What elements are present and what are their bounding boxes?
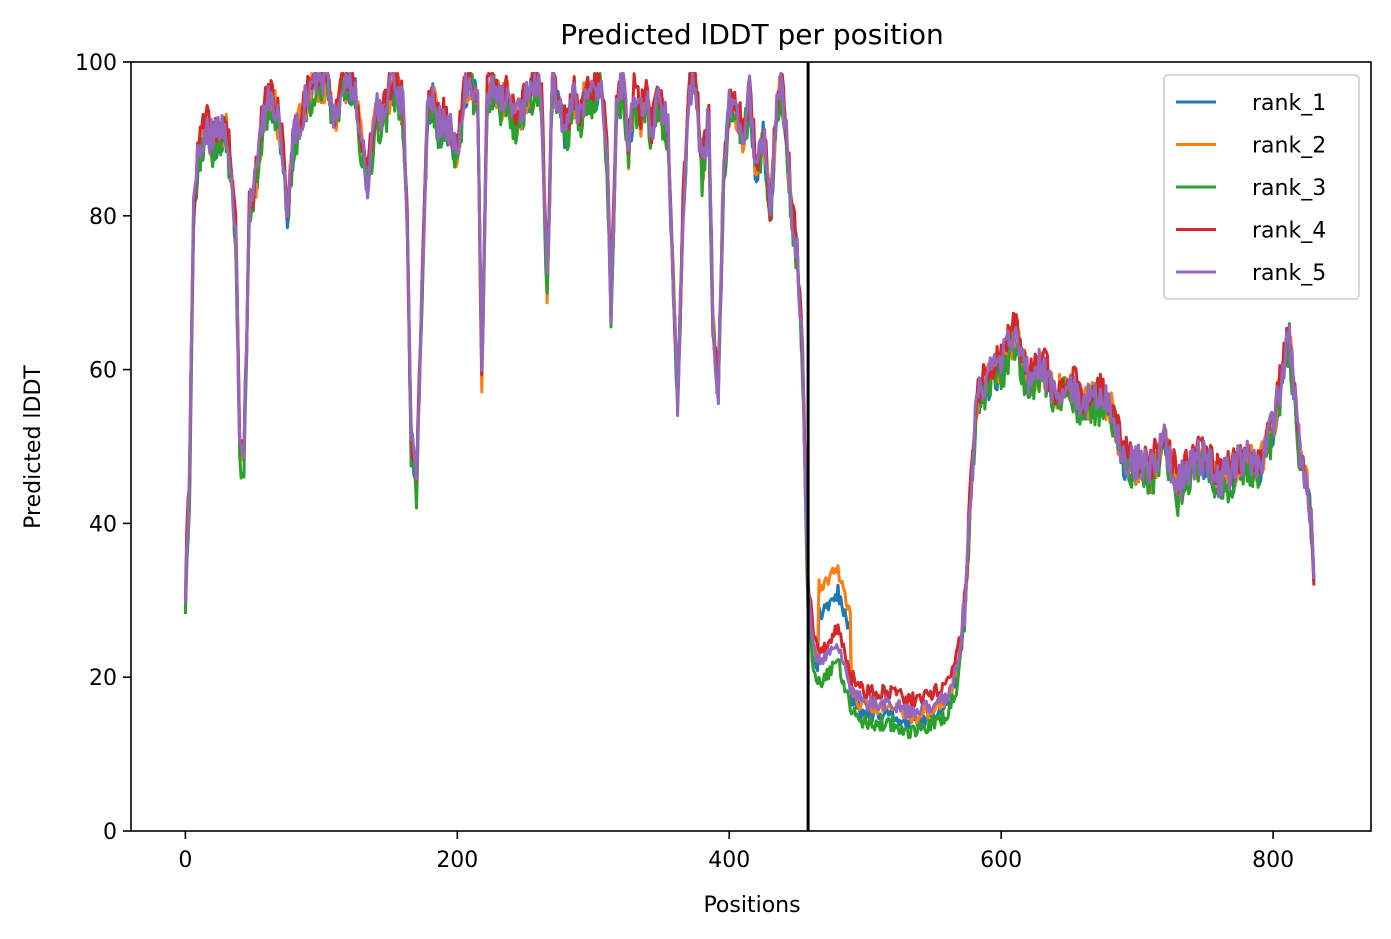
series-line-rank_5 — [183, 72, 1316, 721]
x-tick-label: 600 — [980, 848, 1022, 873]
axes-frame — [130, 61, 1372, 832]
y-tick-label: 100 — [75, 51, 117, 76]
x-tick-label: 200 — [436, 848, 478, 873]
axes: 0 200 400 600 800 0 20 40 60 80 100 — [75, 51, 1372, 873]
legend-label-rank_3: rank_3 — [1252, 176, 1326, 201]
y-tick-label: 60 — [89, 359, 117, 384]
y-tick-label: 80 — [89, 205, 117, 230]
x-axis-label: Positions — [703, 893, 800, 918]
y-tick-label: 20 — [89, 666, 117, 691]
legend: rank_1 rank_2 rank_3 rank_4 rank_5 — [1163, 74, 1360, 300]
legend-label-rank_5: rank_5 — [1252, 261, 1326, 286]
y-tick-label: 40 — [89, 512, 117, 537]
legend-box — [1163, 74, 1360, 300]
y-axis-label: Predicted lDDT — [21, 365, 46, 529]
x-tick-label: 800 — [1252, 848, 1294, 873]
x-tick-label: 400 — [708, 848, 750, 873]
x-tick-label: 0 — [178, 848, 192, 873]
legend-label-rank_1: rank_1 — [1252, 91, 1326, 116]
chart-title: Predicted lDDT per position — [560, 18, 944, 51]
legend-label-rank_4: rank_4 — [1252, 219, 1326, 244]
legend-label-rank_2: rank_2 — [1252, 134, 1326, 159]
plot-area — [183, 62, 1316, 831]
y-tick-label: 0 — [103, 820, 117, 845]
